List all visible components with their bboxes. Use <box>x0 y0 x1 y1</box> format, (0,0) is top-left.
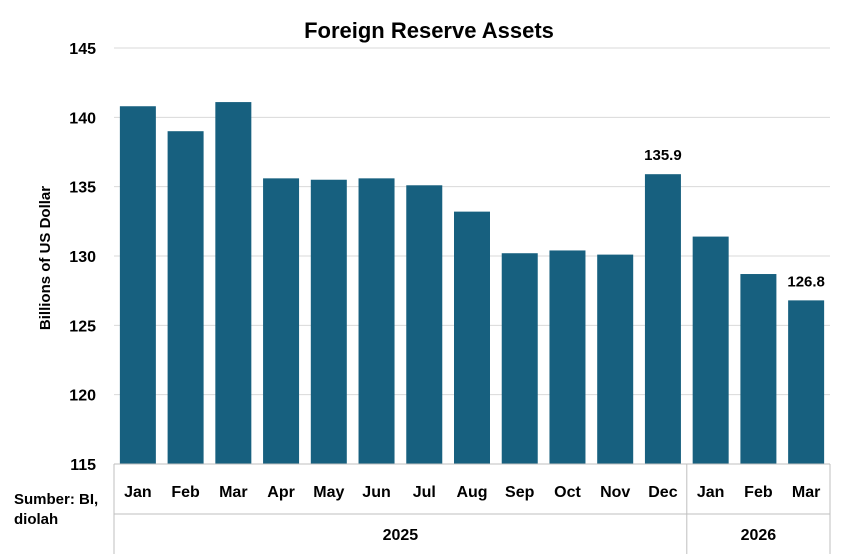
x-tick-label: Mar <box>219 484 247 501</box>
bar <box>119 106 156 465</box>
bar <box>358 178 395 464</box>
bar <box>597 254 634 464</box>
bar <box>501 253 538 464</box>
bar <box>263 178 300 464</box>
bar <box>167 131 204 464</box>
x-tick-label: Jun <box>362 484 390 501</box>
y-tick-label: 135 <box>69 180 96 197</box>
x-axis: Jan Feb Mar Apr May Jun Jul Aug Sep Oct Nov Dec Jan F… <box>113 463 831 554</box>
bar <box>406 185 443 464</box>
y-tick-label: 115 <box>70 457 96 474</box>
x-tick-label: Feb <box>171 484 200 501</box>
bar <box>740 274 777 464</box>
x-tick-label: Apr <box>267 484 295 501</box>
y-tick-label: 145 <box>69 41 96 58</box>
bar <box>692 236 729 464</box>
x-tick-label: May <box>313 484 344 501</box>
x-tick-label: Jan <box>124 484 152 501</box>
x-tick-label: Feb <box>744 484 773 501</box>
data-label: 135.9 <box>644 147 682 164</box>
x-group-label: 2026 <box>741 527 777 544</box>
bar <box>310 179 347 464</box>
bar-series <box>119 102 825 465</box>
bar <box>454 211 490 464</box>
bar <box>549 250 586 464</box>
x-tick-label: Oct <box>554 484 581 501</box>
x-tick-label: Aug <box>456 484 487 501</box>
data-label: 126.8 <box>787 273 825 290</box>
data-labels: 135.9 126.8 <box>644 147 825 290</box>
x-group-label: 2025 <box>383 527 419 544</box>
source-note: Sumber: BI, diolah <box>14 491 99 528</box>
x-tick-label: Jul <box>413 484 436 501</box>
x-tick-label: Mar <box>792 484 820 501</box>
y-tick-label: 120 <box>69 388 96 405</box>
x-tick-label: Dec <box>648 484 677 501</box>
bar <box>215 102 252 464</box>
chart-title: Foreign Reserve Assets <box>304 18 554 43</box>
bar <box>644 174 681 465</box>
x-tick-label: Jan <box>697 484 725 501</box>
y-axis-label: Billions of US Dollar <box>37 186 54 330</box>
y-tick-label: 130 <box>69 249 96 266</box>
y-axis: 115 120 125 130 135 140 145 <box>69 41 96 474</box>
x-tick-label: Sep <box>505 484 535 501</box>
bar <box>788 300 825 464</box>
y-tick-label: 125 <box>69 318 96 335</box>
y-tick-label: 140 <box>69 110 96 127</box>
x-tick-label: Nov <box>600 484 630 501</box>
